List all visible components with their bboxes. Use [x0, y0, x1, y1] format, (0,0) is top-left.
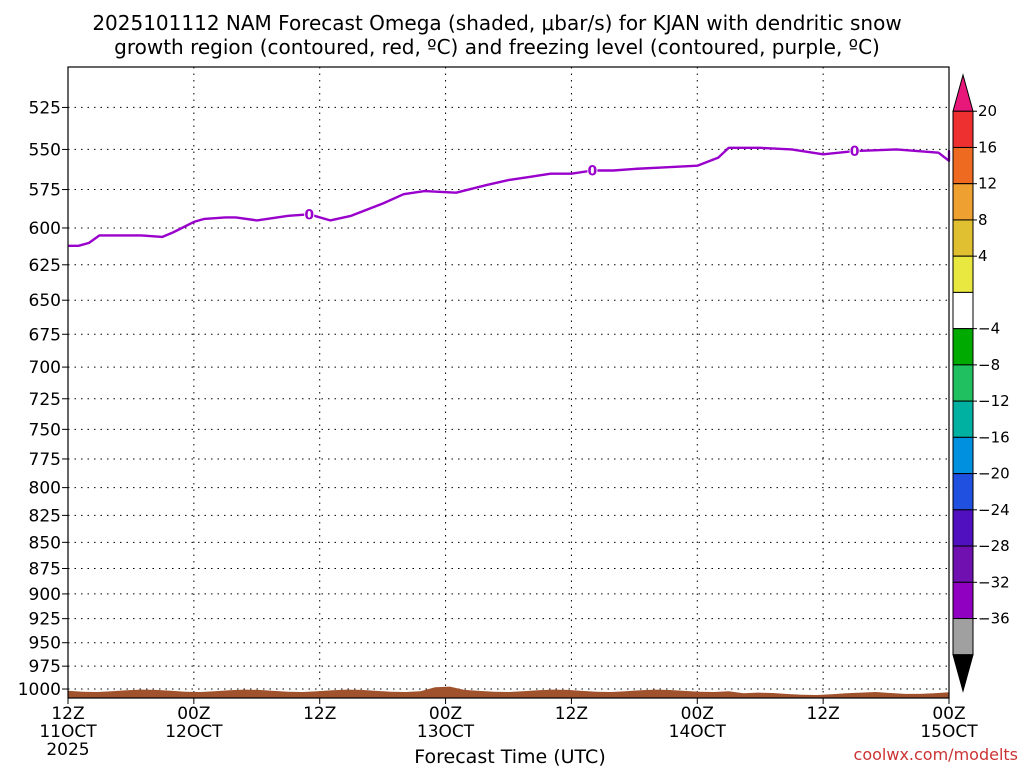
y-tick-label: 550 — [29, 140, 61, 160]
y-tick-label: 750 — [29, 420, 61, 440]
x-tick-year: 2025 — [46, 740, 89, 760]
y-tick-label: 850 — [29, 533, 61, 553]
colorbar-swatch — [952, 400, 974, 438]
y-tick-label: 900 — [29, 585, 61, 605]
series-layer: 0 0 0 — [68, 143, 951, 247]
x-tick-label: 00Z — [681, 704, 714, 724]
y-tick-label: 650 — [29, 291, 61, 311]
colorbar-label: −8 — [978, 356, 1000, 374]
colorbar-label: −32 — [978, 573, 1010, 591]
x-tick-label: 00Z — [932, 704, 965, 724]
contour-label-bg — [304, 206, 315, 221]
x-tick-label: 12Z — [51, 704, 84, 724]
y-tick-label: 775 — [29, 450, 61, 470]
colorbar-swatch — [952, 509, 974, 547]
colorbar-swatch — [952, 219, 974, 257]
ground-layer — [68, 686, 949, 698]
colorbar-label: −24 — [978, 501, 1010, 519]
colorbar-swatch — [952, 545, 974, 583]
colorbar-swatch — [952, 364, 974, 402]
grid — [68, 67, 949, 698]
colorbar-label: −20 — [978, 465, 1010, 483]
colorbar-label: 4 — [978, 247, 988, 265]
y-tick-label: 800 — [29, 479, 61, 499]
chart-title-line-1: 2025101112 NAM Forecast Omega (shaded, μ… — [92, 11, 901, 35]
colorbar-top-triangle — [952, 73, 974, 112]
colorbar-bottom-triangle — [952, 654, 974, 693]
y-tick-label: 700 — [29, 358, 61, 378]
colorbar-swatch — [952, 618, 974, 656]
x-tick-date: 12OCT — [165, 722, 223, 742]
contour-label: 0 — [850, 144, 860, 160]
y-tick-label: 725 — [29, 390, 61, 410]
x-tick-label: 12Z — [807, 704, 840, 724]
colorbar-label: 12 — [978, 175, 997, 193]
y-tick-label: 575 — [29, 181, 61, 201]
contour-label-bg — [587, 162, 598, 177]
colorbar-label: −16 — [978, 428, 1010, 446]
colorbar-label: 20 — [978, 102, 997, 120]
x-tick-label: 00Z — [177, 704, 210, 724]
colorbar-label: −12 — [978, 392, 1010, 410]
y-tick-label: 675 — [29, 325, 61, 345]
colorbar-label: −36 — [978, 610, 1010, 628]
colorbar-label: 16 — [978, 138, 997, 156]
colorbar: 20 16 12 8 4 −4 −8 −12 −16 −20 −24 −28 −32 −36 — [952, 73, 1010, 693]
y-tick-label: 1000 — [18, 680, 61, 700]
colorbar-swatch — [952, 436, 974, 475]
x-tick-date: 13OCT — [417, 722, 475, 742]
y-tick-label: 875 — [29, 559, 61, 579]
plot-frame — [67, 66, 950, 699]
x-tick-label: 00Z — [429, 704, 462, 724]
x-tick-date: 11OCT — [39, 722, 97, 742]
colorbar-swatch — [952, 110, 974, 148]
colorbar-label: 8 — [978, 211, 988, 229]
y-tick-label: 925 — [29, 610, 61, 630]
contour-label: 0 — [588, 164, 598, 180]
y-tick-label: 975 — [29, 657, 61, 677]
y-tick-label: 625 — [29, 256, 61, 276]
colorbar-swatch — [952, 328, 974, 366]
colorbar-swatch — [952, 291, 974, 330]
colorbar-swatch — [952, 473, 974, 511]
y-tick-label: 825 — [29, 506, 61, 526]
y-tick-label: 600 — [29, 219, 61, 239]
x-axis-title: Forecast Time (UTC) — [414, 746, 605, 768]
x-tick-date: 15OCT — [920, 722, 978, 742]
series-line-freezing-level — [68, 146, 951, 247]
colorbar-label: −28 — [978, 537, 1010, 555]
colorbar-swatch — [952, 146, 974, 185]
credit-text: coolwx.com/modelts — [854, 745, 1018, 764]
x-tick-label: 12Z — [303, 704, 336, 724]
ground-area — [68, 686, 949, 698]
contour-label: 0 — [304, 207, 314, 223]
colorbar-swatch — [952, 183, 974, 221]
y-axis: 525 550 575 600 625 650 675 700 725 750 775 800 825 8… — [18, 98, 68, 700]
colorbar-label: −4 — [978, 320, 1000, 338]
x-tick-date: 14OCT — [669, 722, 727, 742]
colorbar-swatch — [952, 255, 974, 293]
x-tick-label: 12Z — [555, 704, 588, 724]
contour-label-bg — [849, 143, 860, 158]
colorbar-swatch — [952, 581, 974, 620]
y-tick-label: 525 — [29, 98, 61, 118]
y-tick-label: 950 — [29, 634, 61, 654]
chart-title-line-2: growth region (contoured, red, ºC) and f… — [114, 35, 880, 59]
